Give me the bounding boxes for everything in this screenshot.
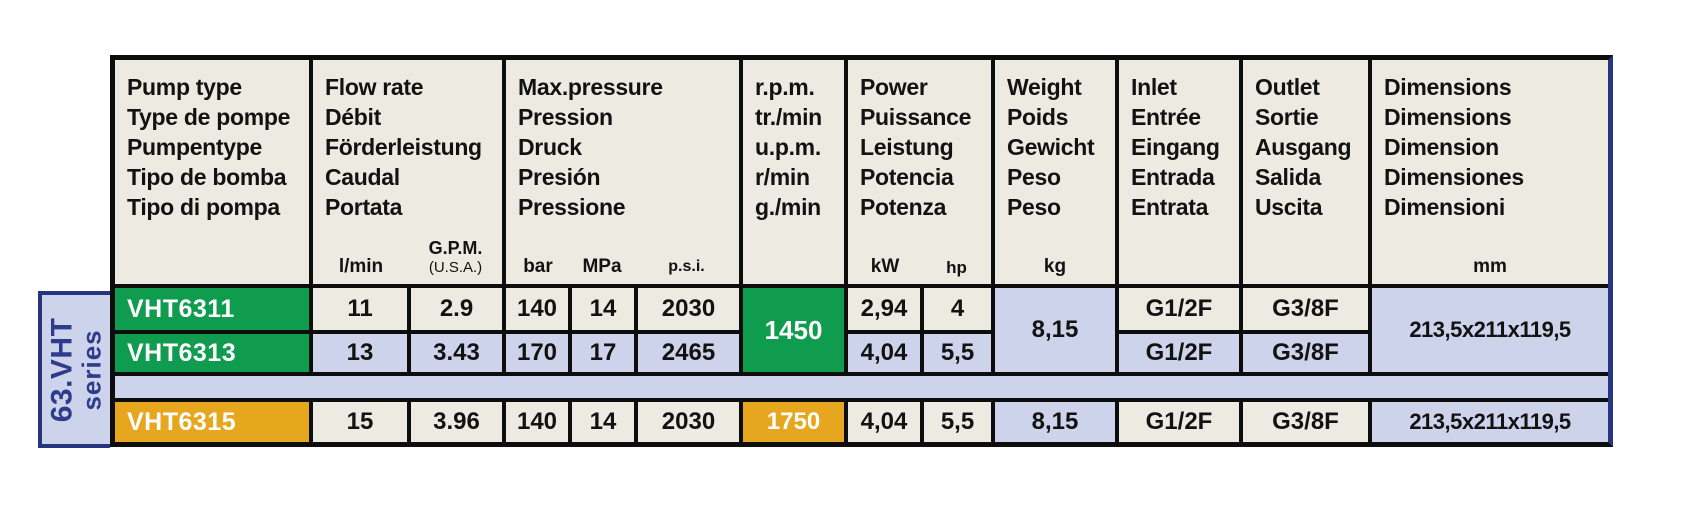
header-outlet-labels: Outlet Sortie Ausgang Salida Uscita <box>1255 74 1352 220</box>
cell-vht6313-hp: 5,5 <box>924 334 991 372</box>
cell-rpm-1450-merged: 1450 <box>743 288 844 372</box>
cell-vht6315-flow-gpm: 3.96 <box>411 402 502 442</box>
series-suffix: series <box>75 328 106 411</box>
unit-mpa: MPa <box>582 256 622 277</box>
unit-bar: bar <box>523 256 553 277</box>
header-pump-type-labels: Pump type Type de pompe Pumpentype Tipo … <box>127 74 291 220</box>
cell-vht6313-flow-gpm: 3.43 <box>411 334 502 372</box>
header-power-units: kW hp <box>848 257 991 276</box>
unit-gpm-main: G.P.M. <box>428 238 483 259</box>
header-flow-rate-units: l/min G.P.M. (U.S.A.) <box>313 238 502 276</box>
cell-vht6311-model: VHT6311 <box>115 288 309 330</box>
unit-mm: mm <box>1473 256 1507 277</box>
cell-vht6311-hp: 4 <box>924 288 991 330</box>
series-strip: 63.VHT series <box>38 291 110 448</box>
cell-vht6313-flow-lmin: 13 <box>313 334 407 372</box>
unit-hp: hp <box>946 258 967 277</box>
header-inlet: Inlet Entrée Eingang Entrada Entrata <box>1119 60 1239 284</box>
cell-vht6311-kw: 2,94 <box>848 288 920 330</box>
header-flow-rate: Flow rate Débit Förderleistung Caudal Po… <box>313 60 502 284</box>
cell-vht6315-inlet: G1/2F <box>1119 402 1239 442</box>
header-weight: Weight Poids Gewicht Peso Peso kg <box>995 60 1115 284</box>
cell-vht6311-mpa: 14 <box>572 288 634 330</box>
series-name: 63.VHT <box>45 317 79 422</box>
unit-gpm: G.P.M. (U.S.A.) <box>409 238 502 276</box>
pump-spec-table: Pump type Type de pompe Pumpentype Tipo … <box>110 55 1613 447</box>
cell-vht6315-kw: 4,04 <box>848 402 920 442</box>
cell-vht6315-bar: 140 <box>506 402 568 442</box>
separator-band <box>115 376 1608 398</box>
cell-weight-merged: 8,15 <box>995 288 1115 372</box>
header-power-labels: Power Puissance Leistung Potencia Potenz… <box>860 74 972 220</box>
header-pump-type: Pump type Type de pompe Pumpentype Tipo … <box>115 60 309 284</box>
cell-vht6315-flow-lmin: 15 <box>313 402 407 442</box>
unit-kw: kW <box>870 256 900 277</box>
header-weight-labels: Weight Poids Gewicht Peso Peso <box>1007 74 1095 220</box>
header-inlet-labels: Inlet Entrée Eingang Entrada Entrata <box>1131 74 1220 220</box>
header-rpm: r.p.m. tr./min u.p.m. r/min g./min <box>743 60 844 284</box>
cell-vht6315-hp: 5,5 <box>924 402 991 442</box>
cell-vht6315-rpm: 1750 <box>743 402 844 442</box>
cell-vht6313-inlet: G1/2F <box>1119 334 1239 372</box>
unit-kg: kg <box>1043 256 1067 277</box>
cell-vht6313-outlet: G3/8F <box>1243 334 1368 372</box>
cell-vht6313-bar: 170 <box>506 334 568 372</box>
cell-vht6313-psi: 2465 <box>638 334 739 372</box>
cell-dimensions-merged: 213,5x211x119,5 <box>1372 288 1608 372</box>
cell-vht6313-mpa: 17 <box>572 334 634 372</box>
cell-vht6315-mpa: 14 <box>572 402 634 442</box>
header-rpm-labels: r.p.m. tr./min u.p.m. r/min g./min <box>755 74 822 220</box>
cell-vht6311-inlet: G1/2F <box>1119 288 1239 330</box>
header-weight-units: kg <box>995 257 1115 276</box>
cell-vht6315-dimensions: 213,5x211x119,5 <box>1372 402 1608 442</box>
header-outlet: Outlet Sortie Ausgang Salida Uscita <box>1243 60 1368 284</box>
cell-vht6313-kw: 4,04 <box>848 334 920 372</box>
cell-vht6311-outlet: G3/8F <box>1243 288 1368 330</box>
header-dimensions-labels: Dimensions Dimensions Dimension Dimensio… <box>1384 74 1524 220</box>
cell-vht6311-psi: 2030 <box>638 288 739 330</box>
header-power: Power Puissance Leistung Potencia Potenz… <box>848 60 991 284</box>
cell-vht6313-model: VHT6313 <box>115 334 309 372</box>
unit-gpm-usa: (U.S.A.) <box>428 258 483 276</box>
cell-vht6311-bar: 140 <box>506 288 568 330</box>
cell-vht6311-flow-gpm: 2.9 <box>411 288 502 330</box>
cell-vht6315-outlet: G3/8F <box>1243 402 1368 442</box>
cell-vht6315-model: VHT6315 <box>115 402 309 442</box>
unit-psi: p.s.i. <box>668 258 705 275</box>
header-flow-rate-labels: Flow rate Débit Förderleistung Caudal Po… <box>325 74 482 220</box>
header-dimensions: Dimensions Dimensions Dimension Dimensio… <box>1372 60 1608 284</box>
unit-lmin: l/min <box>338 256 384 277</box>
header-max-pressure: Max.pressure Pression Druck Presión Pres… <box>506 60 739 284</box>
series-label: 63.VHT series <box>45 317 106 422</box>
header-dimensions-units: mm <box>1372 257 1608 276</box>
header-max-pressure-labels: Max.pressure Pression Druck Presión Pres… <box>518 74 663 220</box>
cell-vht6315-psi: 2030 <box>638 402 739 442</box>
header-max-pressure-units: bar MPa p.s.i. <box>506 257 739 276</box>
cell-vht6311-flow-lmin: 11 <box>313 288 407 330</box>
cell-vht6315-weight: 8,15 <box>995 402 1115 442</box>
